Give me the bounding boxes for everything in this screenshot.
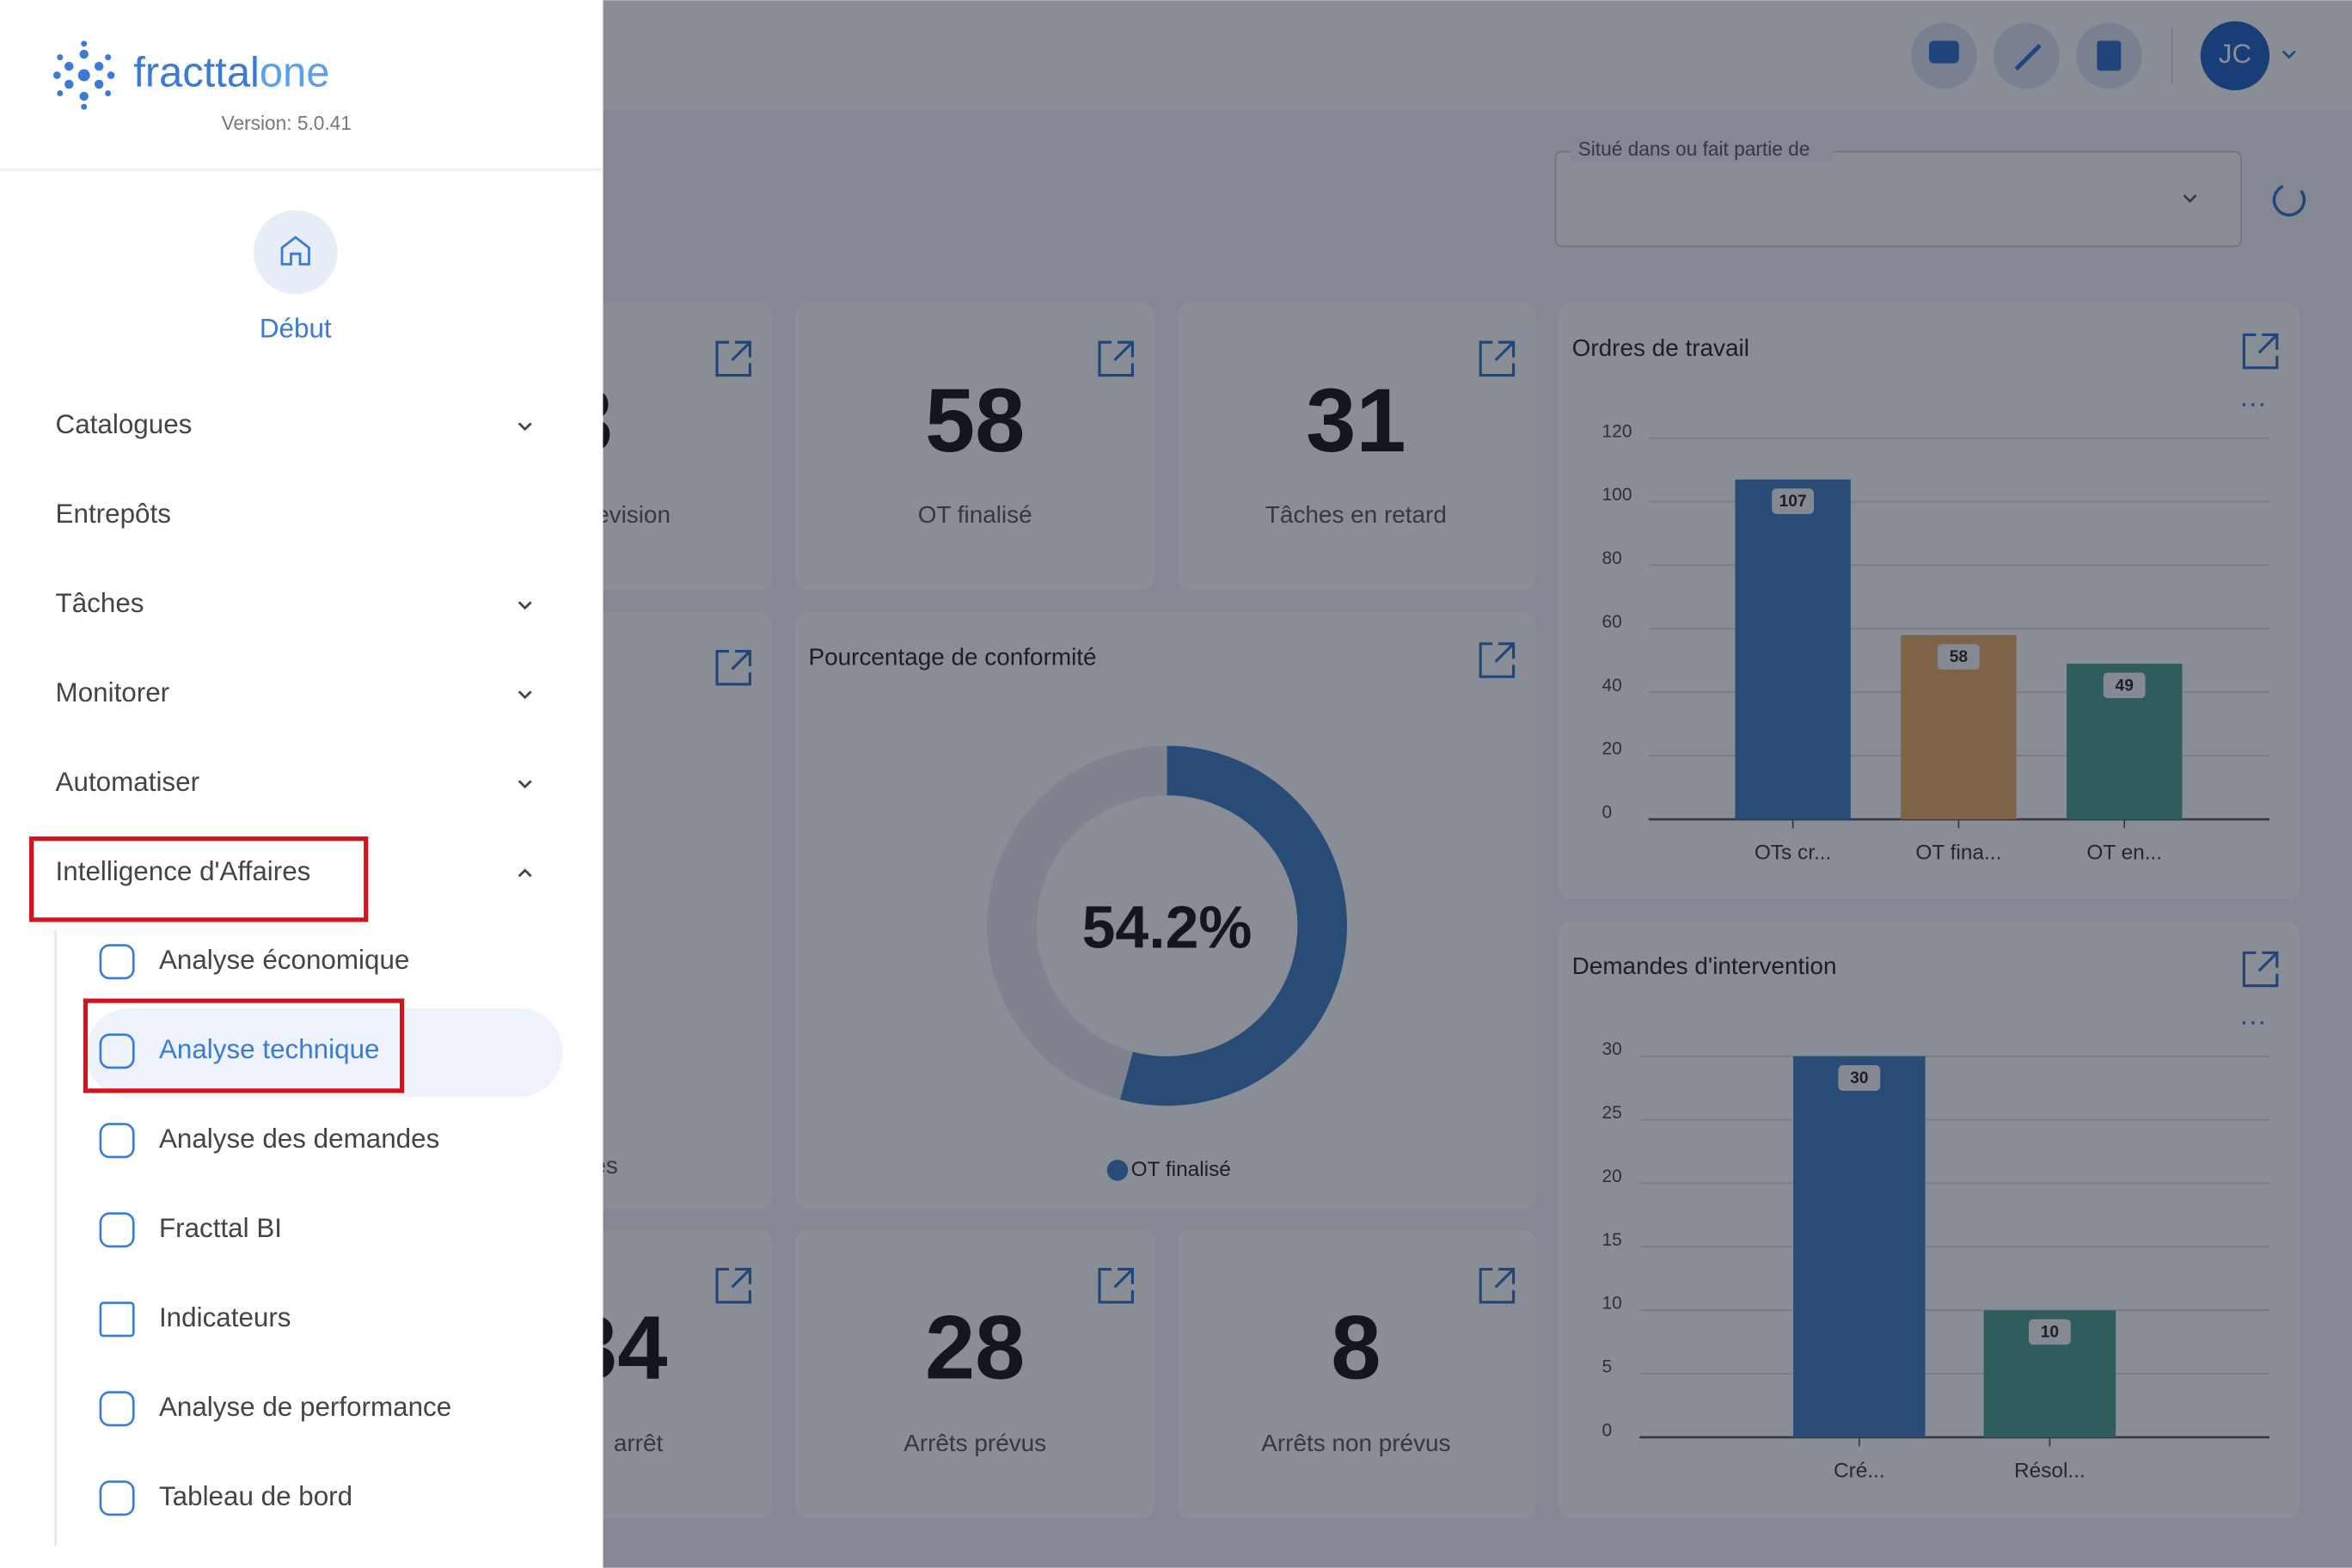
logo-mark: [52, 40, 115, 110]
submenu-icon: [99, 1123, 135, 1159]
submenu-icon: [99, 1212, 135, 1248]
overlay[interactable]: [603, 0, 2352, 1568]
menu-chevron[interactable]: [518, 780, 532, 789]
sidebar-header-sep: [0, 168, 603, 172]
submenu-item[interactable]: Indicateurs: [159, 1302, 291, 1332]
home-button[interactable]: [253, 210, 338, 295]
submenu-icon: [99, 944, 135, 980]
menu-item[interactable]: Automatiser: [56, 767, 199, 797]
menu-chevron[interactable]: [518, 422, 532, 432]
logo-brand: fracttalone: [133, 49, 329, 95]
logo-suffix: one: [260, 49, 330, 95]
menu-item[interactable]: Tâches: [56, 588, 144, 618]
menu-item[interactable]: Intelligence d'Affaires: [56, 856, 311, 886]
menu-chevron[interactable]: [518, 868, 532, 878]
sidebar: fracttalone Version: 5.0.41 Début Catalo…: [0, 0, 603, 1568]
menu-item[interactable]: Monitorer: [56, 677, 170, 707]
highlight-box: [83, 998, 405, 1093]
version: Version: 5.0.41: [222, 112, 352, 134]
submenu-icon: [99, 1033, 135, 1069]
submenu-item[interactable]: Analyse technique: [159, 1034, 380, 1064]
active-item-bg: [85, 1008, 563, 1097]
highlight-box: [29, 836, 369, 922]
submenu-item[interactable]: Fracttal BI: [159, 1213, 282, 1243]
menu-item[interactable]: Catalogues: [56, 409, 193, 439]
menu-item[interactable]: Entrepôts: [56, 499, 171, 529]
submenu-icon: [99, 1391, 135, 1427]
submenu-item[interactable]: Tableau de bord: [159, 1481, 352, 1511]
menu-chevron[interactable]: [518, 690, 532, 700]
submenu-item[interactable]: Analyse de performance: [159, 1392, 451, 1422]
submenu-icon: [99, 1302, 135, 1338]
submenu-item[interactable]: Analyse des demandes: [159, 1124, 439, 1154]
home-label[interactable]: Début: [260, 313, 332, 343]
home-icon: [280, 236, 310, 266]
submenu-icon: [99, 1480, 135, 1516]
logo-brand-text: fracttal: [133, 49, 260, 95]
menu-chevron[interactable]: [518, 601, 532, 610]
submenu-item[interactable]: Analyse économique: [159, 945, 409, 975]
